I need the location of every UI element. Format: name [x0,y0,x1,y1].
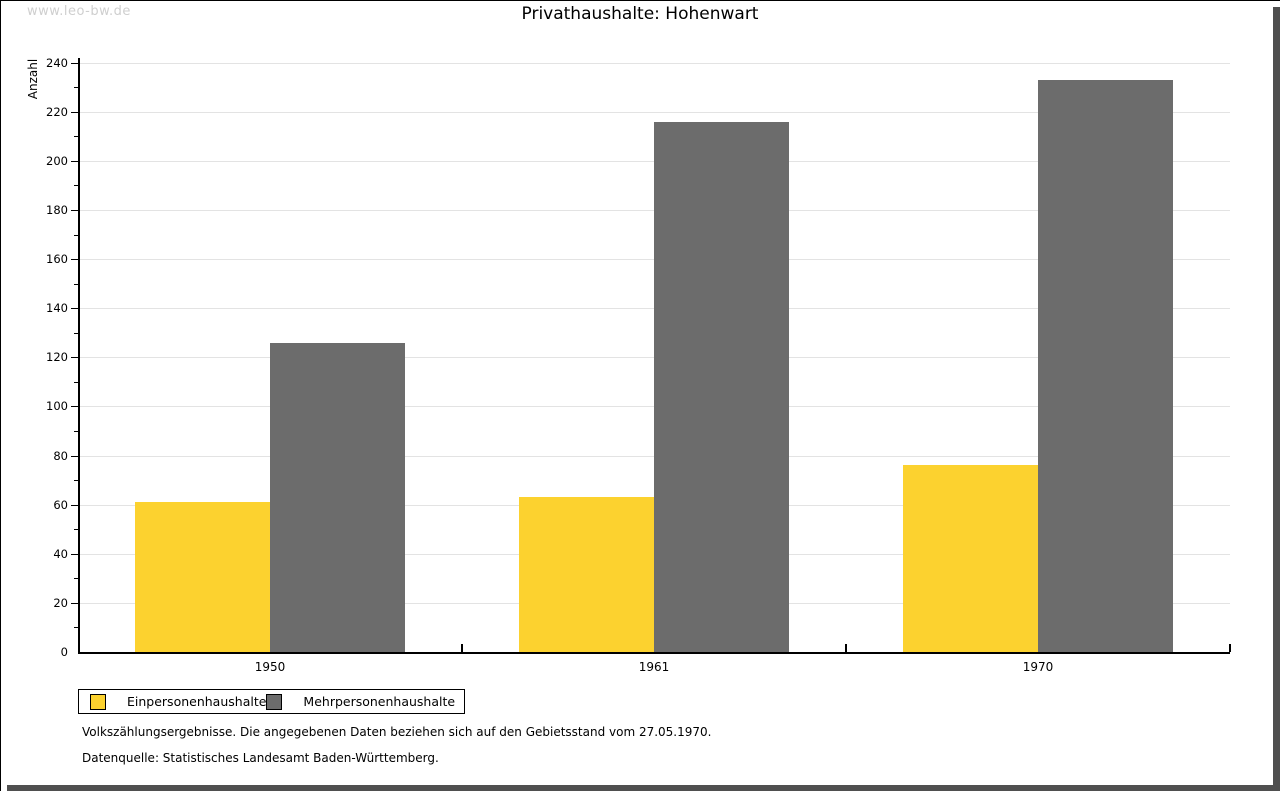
y-minor-tick-150 [74,283,78,285]
bar-1961-mehrpersonenhaushalte [654,122,789,652]
y-tick-label-220: 220 [46,104,68,119]
gridline-240 [80,62,1230,64]
x-axis-line [78,652,1230,654]
y-major-tick-180 [71,210,78,212]
y-major-tick-220 [71,111,78,113]
legend-label: Mehrpersonenhaushalte [303,694,456,709]
bar-1961-einpersonenhaushalte [519,497,654,652]
y-tick-label-200: 200 [46,153,68,168]
y-major-tick-140 [71,308,78,310]
y-major-tick-80 [71,455,78,457]
bar-1970-mehrpersonenhaushalte [1038,80,1173,652]
y-major-tick-240 [71,62,78,64]
y-minor-tick-170 [74,234,78,236]
y-tick-label-20: 20 [53,595,68,610]
legend-item-mehrpersonenhaushalte: Mehrpersonenhaushalte [266,693,456,710]
y-minor-tick-90 [74,431,78,432]
legend-swatch-yellow [90,693,106,710]
y-tick-label-160: 160 [46,252,68,267]
footer-note-data-source: Datenquelle: Statistisches Landesamt Bad… [82,751,439,765]
x-tick-label-1950: 1950 [254,660,286,674]
bar-1970-einpersonenhaushalte [903,465,1038,652]
y-minor-tick-10 [74,627,78,629]
y-major-tick-60 [71,504,78,506]
gridline-220 [80,111,1230,113]
y-tick-label-140: 140 [46,301,68,316]
legend-item-einpersonenhaushalte: Einpersonenhaushalte [90,693,267,710]
y-minor-tick-210 [74,136,78,138]
y-minor-tick-190 [74,185,78,187]
y-major-tick-100 [71,406,78,408]
y-major-tick-40 [71,553,78,555]
x-boundary-tick-1 [461,644,463,652]
y-minor-tick-130 [74,332,78,334]
y-minor-tick-50 [74,529,78,531]
chart-title: Privathaushalte: Hohenwart [521,4,759,24]
watermark-leo-bw: www.leo-bw.de [27,4,131,19]
legend-label: Einpersonenhaushalte [127,694,267,709]
legend-swatch-gray [266,693,283,710]
bar-1950-mehrpersonenhaushalte [270,343,405,652]
y-major-tick-160 [71,259,78,261]
footer-note-source-date: Volkszählungsergebnisse. Die angegebenen… [82,725,712,739]
bar-1950-einpersonenhaushalte [135,502,270,652]
x-tick-label-1961: 1961 [638,660,670,674]
y-tick-label-180: 180 [46,203,68,218]
y-major-tick-200 [71,160,78,162]
y-tick-label-100: 100 [46,399,68,414]
legend-box: Einpersonenhaushalte Mehrpersonenhaushal… [78,689,465,714]
y-minor-tick-70 [74,480,78,482]
y-major-tick-20 [71,602,78,604]
x-boundary-tick-3 [1229,644,1231,652]
x-boundary-tick-2 [845,644,847,652]
frame-border-right [1273,7,1280,791]
x-tick-label-1970: 1970 [1022,660,1054,674]
y-tick-label-0: 0 [60,645,68,659]
frame-border-top [0,0,1280,1]
y-major-tick-120 [71,357,78,359]
y-tick-label-80: 80 [53,448,68,463]
y-minor-tick-110 [74,381,78,383]
y-axis-line [78,58,80,654]
y-tick-label-60: 60 [53,497,68,512]
y-minor-tick-230 [74,87,78,89]
y-minor-tick-30 [74,578,78,580]
y-tick-label-40: 40 [53,546,68,561]
y-tick-label-120: 120 [46,350,68,365]
frame-border-bottom [7,785,1273,791]
y-tick-label-240: 240 [46,55,68,70]
frame-border-left [0,0,1,791]
